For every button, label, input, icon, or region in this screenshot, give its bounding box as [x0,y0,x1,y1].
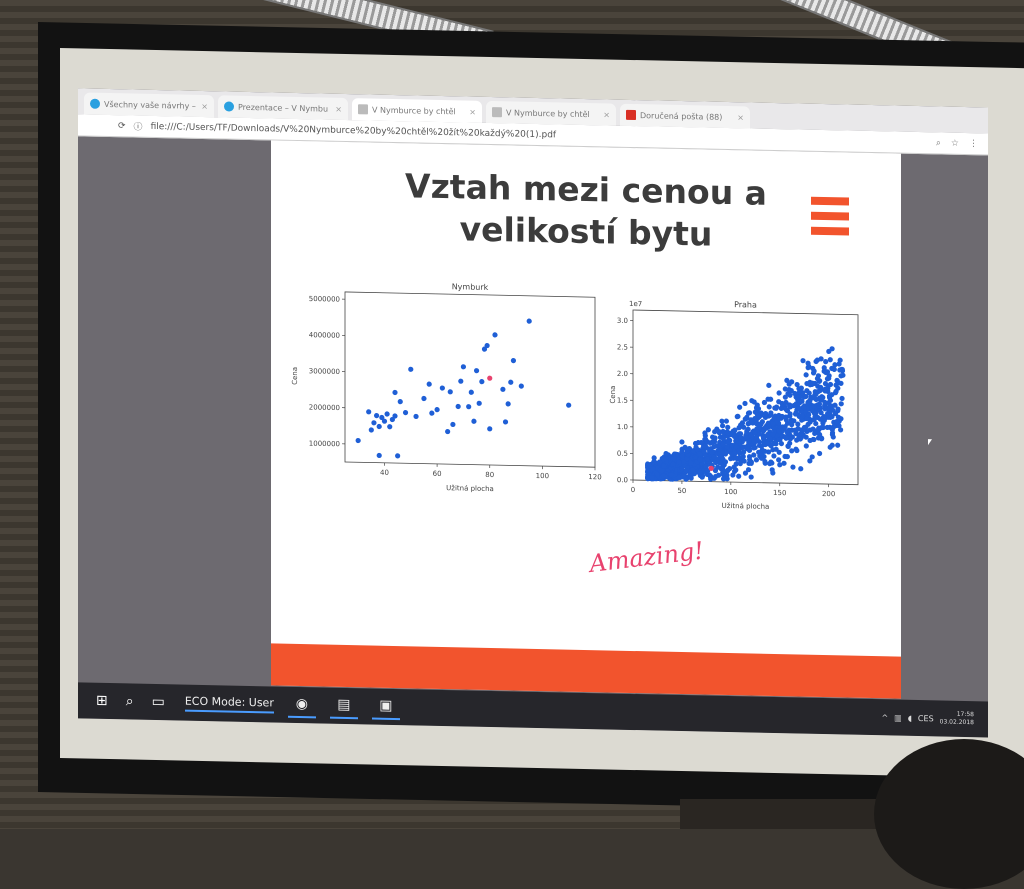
y-tick-label: 3.0 [617,317,628,325]
x-tick-label: 80 [485,471,494,479]
clock[interactable]: 17:58 03.02.2018 [940,710,974,727]
x-tick-label: 120 [588,473,601,481]
x-tick-label: 50 [677,487,686,495]
y-tick-label: 4000000 [309,331,340,340]
y-scale-note: 1e7 [629,300,642,308]
browser-tab[interactable]: V Nymburce by chtěl× [486,101,616,126]
plot-title: Nymburk [452,282,489,292]
y-tick-label: 2.0 [617,370,628,378]
y-tick-label: 3000000 [309,367,340,376]
pdf-icon [358,104,368,114]
x-tick-label: 40 [380,469,389,477]
volume-icon[interactable]: ◖ [908,713,912,722]
close-tab-icon[interactable]: × [603,110,610,119]
y-tick-label: 2.5 [617,343,628,351]
browser-tab-active[interactable]: V Nymburce by chtěl× [352,98,482,123]
plot-title: Praha [734,300,757,309]
info-icon: ⓘ [134,120,143,133]
close-tab-icon[interactable]: × [335,104,342,113]
y-tick-label: 1.5 [617,396,628,404]
x-tick-label: 200 [822,490,835,498]
powerpoint-icon[interactable]: ▤ [330,693,358,720]
search-icon[interactable]: ⌕ [126,693,134,709]
y-tick-label: 0.0 [617,476,628,484]
close-tab-icon[interactable]: × [201,101,208,110]
bookmark-star-icon[interactable]: ☆ [951,138,959,148]
tab-favicon-icon [90,99,100,109]
url-field[interactable]: file:///C:/Users/TF/Downloads/V%20Nymbur… [151,121,557,139]
y-axis-label: Cena [609,386,617,404]
y-axis-label: Cena [291,367,299,385]
browser-tab[interactable]: Všechny vaše návrhy –× [84,93,214,118]
x-tick-label: 60 [433,470,442,478]
reload-icon[interactable]: ⟳ [118,121,126,131]
eco-mode-label[interactable]: ECO Mode: User [185,694,274,713]
browser-tab[interactable]: Doručená pošta (88)× [620,104,750,129]
zoom-icon[interactable]: ⌕ [936,138,941,148]
menu-icon[interactable]: ⋮ [969,139,978,149]
browser-tab[interactable]: Prezentace – V Nymbu× [218,95,348,120]
y-tick-label: 1000000 [309,440,340,449]
pdf-icon [492,107,502,117]
plot-frame [345,292,595,467]
close-tab-icon[interactable]: × [469,107,476,116]
gmail-icon [626,110,636,120]
task-view-icon[interactable]: ▭ [152,694,165,710]
windows-start-icon[interactable]: ⊞ [96,693,108,709]
nymburk-scatter-plot: Nymburk Užitná plocha Cena 40 60 80 100 120 1000… [285,271,605,518]
clock-date: 03.02.2018 [940,718,974,727]
x-tick-label: 150 [773,489,786,497]
projected-desktop: Všechny vaše návrhy –× Prezentace – V Ny… [78,88,988,737]
decorative-stripes [811,197,849,243]
praha-scatter-plot: Praha Užitná plocha Cena 1e7 0 50 100 150 200 0.0… [601,287,881,533]
y-tick-label: 2000000 [309,403,340,412]
tab-favicon-icon [224,101,234,111]
projector-screen: Všechny vaše návrhy –× Prezentace – V Ny… [60,48,1024,778]
x-axis-label: Užitná plocha [446,484,494,493]
browser-toolbar: ⌕ ☆ ⋮ [936,138,978,149]
amazing-caption: Amazing! [588,537,706,578]
slide-title: Vztah mezi cenou a velikostí bytu [271,162,901,259]
pdf-slide: Vztah mezi cenou a velikostí bytu Nymbur… [271,140,901,698]
explorer-icon[interactable]: ▣ [372,694,400,721]
close-tab-icon[interactable]: × [737,113,744,122]
x-tick-label: 100 [724,488,737,496]
x-axis-label: Užitná plocha [722,502,770,511]
tray-chevron-icon[interactable]: ^ [881,713,888,722]
language-indicator[interactable]: CES [918,713,934,722]
chrome-icon[interactable]: ◉ [288,692,316,719]
x-tick-label: 100 [536,472,549,480]
network-icon[interactable]: ▥ [894,713,902,722]
x-tick-label: 0 [631,486,635,494]
y-tick-label: 5000000 [309,295,340,304]
y-tick-label: 0.5 [617,450,628,458]
system-tray: ^ ▥ ◖ CES 17:58 03.02.2018 [881,709,974,727]
y-tick-label: 1.0 [617,423,628,431]
mouse-cursor-icon [928,439,932,445]
